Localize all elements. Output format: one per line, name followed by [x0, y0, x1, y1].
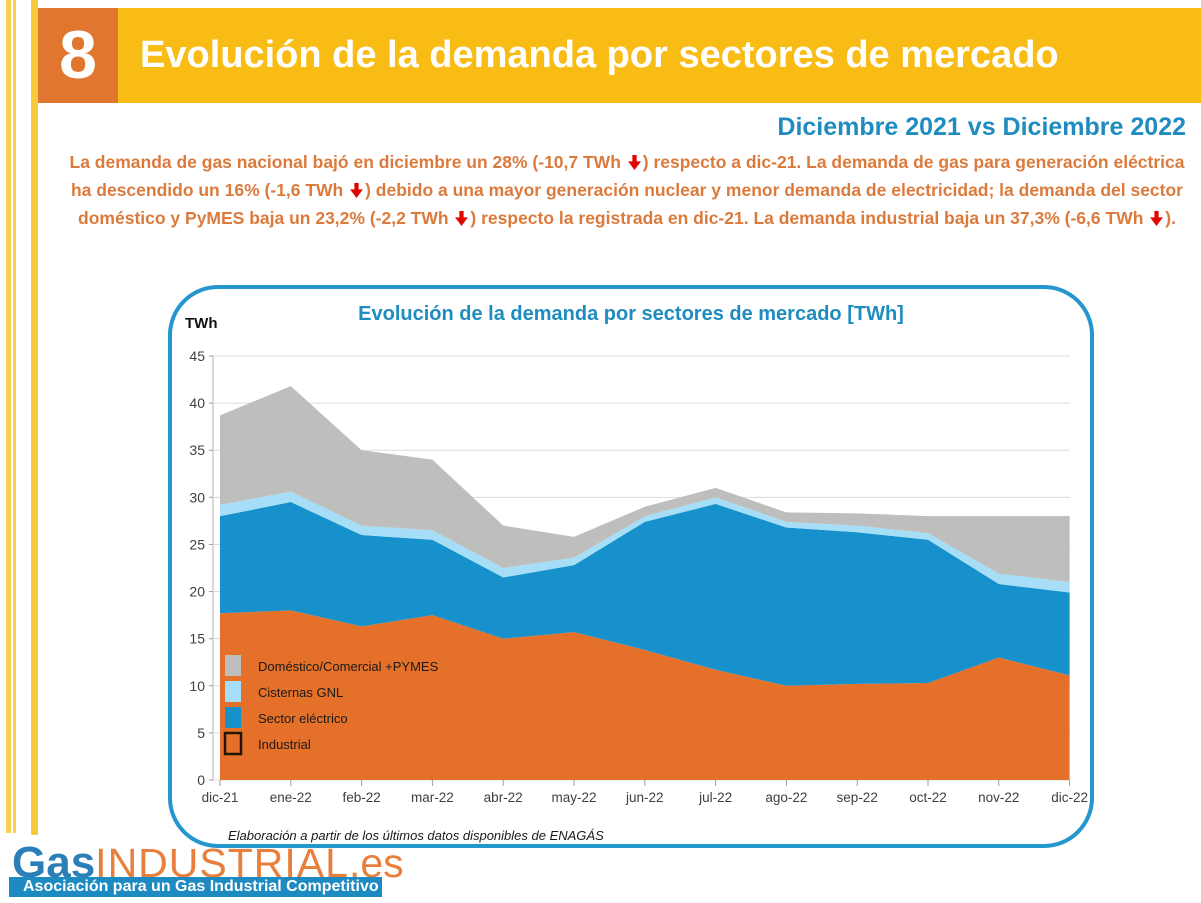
x-tick-label: feb-22: [342, 790, 380, 805]
legend-swatch: [223, 731, 243, 756]
area-sector-el-ctrico: [220, 502, 1070, 686]
x-tick-label: nov-22: [978, 790, 1019, 805]
area-dom-stico-comercial-pymes: [220, 386, 1070, 583]
legend-label: Doméstico/Comercial +PYMES: [258, 659, 439, 674]
x-tick-label: jun-22: [625, 790, 664, 805]
x-tick-label: sep-22: [837, 790, 878, 805]
legend-swatch: [225, 655, 241, 676]
slide-number-badge: 8: [38, 8, 118, 103]
y-tick-label: 25: [189, 536, 205, 552]
intro-paragraph: La demanda de gas nacional bajó en dicie…: [66, 149, 1188, 233]
left-stripe-decoration: [13, 0, 16, 833]
y-tick-label: 35: [189, 442, 205, 458]
y-tick-label: 20: [189, 584, 205, 600]
y-tick-label: 45: [189, 348, 205, 364]
down-arrow-icon: [1150, 207, 1164, 233]
comparison-subtitle: Diciembre 2021 vs Diciembre 2022: [777, 113, 1186, 141]
header-bar: Evolución de la demanda por sectores de …: [118, 8, 1201, 103]
stacked-area-chart: TWh Evolución de la demanda por sectores…: [185, 303, 1088, 843]
y-tick-label: 5: [197, 725, 205, 741]
y-tick-label: 40: [189, 395, 205, 411]
legend-swatch: [225, 707, 241, 728]
legend-label: Cisternas GNL: [258, 685, 343, 700]
down-arrow-icon: [627, 151, 641, 177]
y-tick-label: 15: [189, 631, 205, 647]
down-arrow-icon: [455, 207, 469, 233]
left-stripe-decoration: [31, 0, 38, 835]
x-tick-label: abr-22: [484, 790, 523, 805]
page-title: Evolución de la demanda por sectores de …: [140, 34, 1059, 76]
x-tick-label: mar-22: [411, 790, 454, 805]
down-arrow-icon: [350, 179, 364, 205]
chart-card: TWh Evolución de la demanda por sectores…: [168, 285, 1094, 848]
y-axis-unit-label: TWh: [185, 315, 217, 332]
x-tick-label: ago-22: [765, 790, 807, 805]
left-stripe-decoration: [6, 0, 11, 833]
x-tick-label: jul-22: [698, 790, 732, 805]
y-tick-label: 10: [189, 678, 205, 694]
chart-source-footnote: Elaboración a partir de los últimos dato…: [228, 828, 604, 843]
area-cisternas-gnl: [220, 491, 1070, 593]
x-tick-label: dic-22: [1051, 790, 1088, 805]
x-tick-label: dic-21: [202, 790, 239, 805]
y-tick-label: 30: [189, 489, 205, 505]
x-tick-label: oct-22: [909, 790, 947, 805]
x-tick-label: ene-22: [270, 790, 312, 805]
footer-tagline-bar: Asociación para un Gas Industrial Compet…: [9, 877, 382, 897]
x-tick-label: may-22: [551, 790, 596, 805]
y-tick-label: 0: [197, 772, 205, 788]
legend-swatch: [225, 681, 241, 702]
chart-title: Evolución de la demanda por sectores de …: [358, 303, 904, 325]
legend-label: Sector eléctrico: [258, 711, 348, 726]
area-industrial: [220, 610, 1070, 780]
legend-label: Industrial: [258, 737, 311, 752]
